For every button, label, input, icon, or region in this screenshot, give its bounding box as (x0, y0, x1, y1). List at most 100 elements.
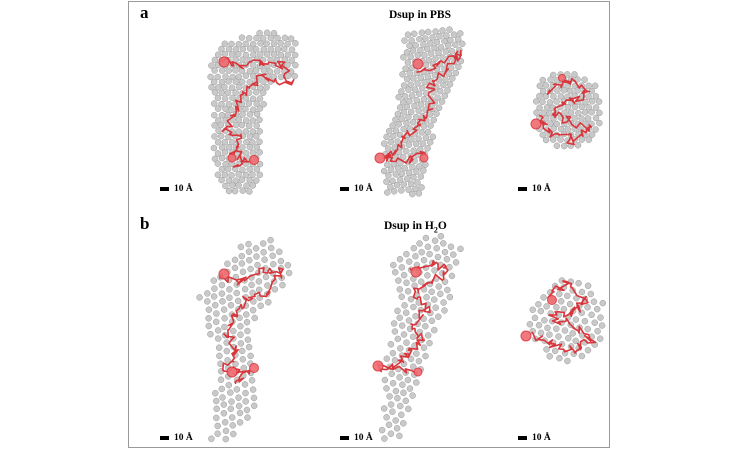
bead-40 (417, 278, 425, 285)
bead-56 (596, 335, 604, 342)
bead-49 (535, 321, 543, 329)
bead-37 (532, 98, 540, 105)
bead-30 (597, 314, 604, 321)
bead-60 (406, 70, 413, 77)
bead-57 (211, 285, 218, 292)
bead-28 (431, 44, 438, 52)
bead-142 (383, 133, 390, 141)
bead-134 (235, 402, 243, 410)
bead-45 (211, 56, 219, 64)
bead-109 (240, 364, 248, 372)
protein-chain (538, 77, 593, 146)
bead-5 (457, 245, 464, 253)
bead-114 (218, 89, 226, 97)
bead-150 (387, 138, 395, 146)
bead-55 (592, 104, 600, 111)
bead-122 (225, 381, 233, 389)
bead-191 (253, 143, 261, 151)
bead-123 (394, 394, 401, 402)
protein-domain-1 (374, 152, 386, 164)
scale-bar-a-2: 10 Å (340, 184, 373, 194)
bead-212 (418, 184, 425, 191)
bead-60 (561, 109, 568, 116)
bead-74 (445, 70, 453, 77)
bead-69 (410, 75, 417, 82)
bead-18 (557, 298, 565, 305)
bead-70 (412, 312, 419, 320)
bead-99 (444, 87, 451, 94)
bead-184 (387, 166, 395, 173)
bead-114 (381, 376, 389, 384)
bead-17 (238, 252, 246, 260)
bead-189 (422, 161, 429, 168)
bead-180 (228, 138, 236, 146)
protein-domain-0 (218, 268, 230, 280)
bead-101 (383, 355, 391, 362)
bead-228 (232, 177, 240, 184)
bead-128 (210, 100, 218, 107)
bead-31 (557, 93, 565, 100)
bead-40 (448, 48, 456, 55)
bead-119 (392, 387, 400, 395)
bead-35 (264, 282, 271, 289)
bead-77 (553, 120, 560, 128)
bead-79 (564, 357, 571, 365)
bead-43 (444, 286, 451, 294)
bead-130 (225, 101, 233, 108)
bead-71 (218, 67, 226, 74)
bead-102 (391, 357, 399, 364)
bead-154 (415, 135, 422, 142)
bead-92 (395, 93, 402, 101)
bead-36 (441, 278, 449, 285)
bead-44 (291, 51, 299, 59)
bead-50 (210, 277, 218, 284)
bead-139 (236, 409, 244, 417)
bead-219 (214, 171, 222, 179)
panel-title-a: Dsup in PBS (389, 9, 451, 21)
bead-25 (553, 303, 560, 311)
bead-30 (390, 261, 397, 269)
bead-61 (432, 304, 439, 311)
bead-141 (213, 405, 220, 413)
bead-77 (431, 326, 438, 334)
bead-161 (412, 140, 420, 148)
bead-1 (263, 29, 271, 37)
bead-134 (430, 116, 438, 124)
bead-16 (257, 40, 264, 47)
bead-116 (232, 89, 239, 96)
bead-16 (452, 259, 460, 266)
bead-75 (236, 314, 243, 322)
scale-bar-line (340, 436, 349, 440)
bead-139 (381, 435, 388, 442)
bead-59 (399, 71, 406, 78)
bead-90 (440, 81, 447, 89)
bead-148 (424, 128, 432, 136)
bead-126 (249, 95, 257, 103)
bead-7 (267, 34, 275, 42)
bead-196 (242, 149, 250, 157)
bead-24 (567, 87, 574, 95)
bead-99 (238, 347, 246, 355)
bead-3 (584, 282, 592, 290)
bead-148 (214, 422, 221, 430)
bead-225 (256, 171, 264, 179)
scale-bar-label: 10 Å (354, 184, 373, 194)
bead-19 (420, 256, 428, 264)
bead-148 (246, 111, 254, 118)
bead-4 (245, 240, 252, 248)
bead-94 (291, 72, 298, 80)
bead-89 (403, 339, 410, 346)
bead-17 (263, 40, 270, 48)
bead-11 (245, 248, 253, 255)
scale-bar-line (518, 436, 527, 440)
bead-71 (584, 346, 592, 354)
bead-50 (402, 65, 409, 72)
bead-42 (277, 51, 285, 59)
bead-73 (232, 67, 239, 74)
bead-51 (564, 103, 572, 111)
bead-82 (424, 332, 432, 339)
bead-107 (224, 357, 231, 364)
bead-147 (418, 129, 425, 136)
bead-0 (437, 232, 445, 240)
bead-158 (217, 121, 225, 129)
